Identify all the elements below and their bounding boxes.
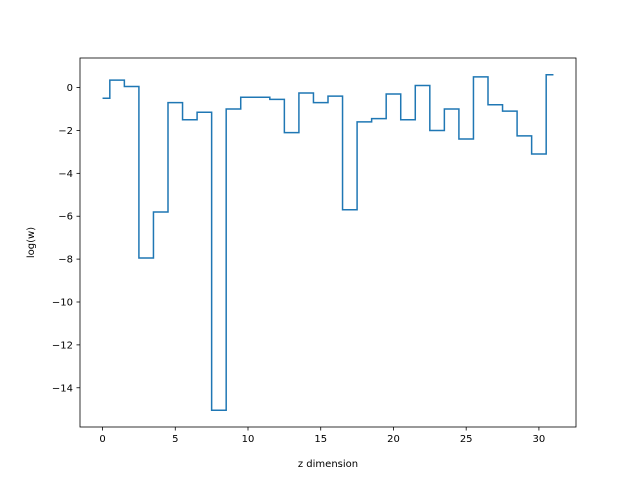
y-tick-label: −10 [52, 297, 73, 308]
y-tick-label: 0 [67, 83, 73, 94]
series-step-line [102, 73, 554, 412]
axes-frame [79, 57, 577, 428]
x-tick-label: 15 [314, 434, 327, 445]
y-tick-label: −2 [58, 126, 73, 137]
y-tick-label: −8 [58, 255, 73, 266]
y-tick-label: −6 [58, 212, 73, 223]
plot-area [80, 58, 576, 427]
x-axis-label: z dimension [298, 459, 358, 470]
ticks-layer: 0 5 10 15 20 25 30 0 −2 −4 −6 −8 −10 −12 −14 [52, 83, 545, 445]
x-tick-label: 0 [99, 434, 105, 445]
x-tick-label: 25 [460, 434, 473, 445]
x-tick-label: 10 [242, 434, 255, 445]
y-tick-label: −14 [52, 383, 73, 394]
y-axis-label: log(w) [26, 227, 37, 258]
y-tick-label: −4 [58, 169, 73, 180]
x-tick-label: 30 [533, 434, 546, 445]
x-tick-label: 5 [172, 434, 178, 445]
x-tick-label: 20 [387, 434, 400, 445]
series-layer [102, 73, 554, 412]
y-tick-label: −12 [52, 340, 73, 351]
